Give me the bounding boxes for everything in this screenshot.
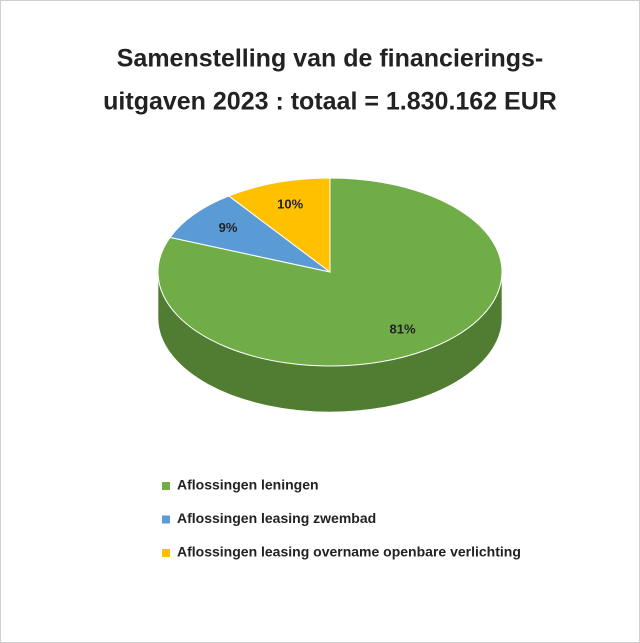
legend-swatch	[162, 482, 170, 490]
legend-label: Aflossingen leasing zwembad	[177, 510, 376, 526]
slice	[227, 177, 331, 274]
legend-swatch	[162, 515, 170, 524]
data-label: 10%	[277, 196, 303, 211]
legend-label: Aflossingen leasing overname openbare ve…	[177, 544, 521, 560]
data-label: 81%	[389, 322, 415, 337]
slice	[169, 195, 331, 273]
legend-swatch	[162, 549, 170, 557]
legend-label: Aflossingen leningen	[177, 477, 319, 493]
chart-title: Samenstelling van de financierings-	[117, 45, 544, 73]
data-label: 9%	[219, 220, 238, 235]
chart-title: uitgaven 2023 : totaal = 1.830.162 EUR	[103, 88, 557, 116]
